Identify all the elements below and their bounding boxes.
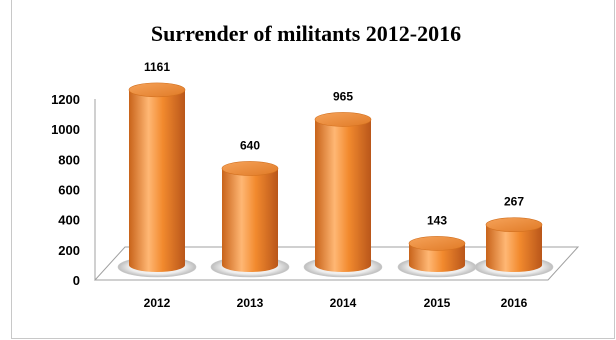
y-tick-label: 200 <box>58 243 80 258</box>
x-tick-label: 2016 <box>501 296 528 310</box>
data-label: 267 <box>504 195 524 209</box>
y-tick-label: 600 <box>58 183 80 198</box>
bar-body <box>222 168 278 272</box>
chart-title: Surrender of militants 2012-2016 <box>151 21 461 46</box>
bar-cap <box>128 82 186 98</box>
bar-cap <box>221 161 279 176</box>
bar-2013 <box>210 161 290 278</box>
bar-body <box>486 224 542 272</box>
x-axis: 2012 2013 2014 2015 2016 <box>144 296 528 310</box>
x-tick-label: 2013 <box>237 296 264 310</box>
y-tick-label: 1000 <box>51 122 80 137</box>
y-tick-label: 1200 <box>51 92 80 107</box>
y-tick-label: 0 <box>73 273 80 288</box>
bar-2015 <box>397 236 477 278</box>
data-label: 965 <box>333 89 353 103</box>
bar-2012 <box>117 82 197 278</box>
bars: 1161 640 965 143 267 <box>117 60 554 278</box>
bar-body <box>409 243 465 272</box>
bar-cap <box>314 112 372 127</box>
bar-2016 <box>474 217 554 278</box>
data-label: 143 <box>427 213 447 227</box>
x-tick-label: 2015 <box>424 296 451 310</box>
x-tick-label: 2014 <box>330 296 357 310</box>
chart-frame <box>11 0 615 339</box>
chart-floor <box>93 246 580 281</box>
floor-plane <box>93 246 580 281</box>
y-tick-label: 400 <box>58 213 80 228</box>
bar-cap <box>485 217 543 233</box>
y-axis: 0 200 400 600 800 1000 1200 <box>51 92 96 288</box>
data-label: 1161 <box>144 60 170 74</box>
bar-body <box>129 89 185 272</box>
y-tick-label: 800 <box>58 152 80 167</box>
bar-body <box>315 119 371 272</box>
bar-2014 <box>303 112 383 278</box>
data-label: 640 <box>240 138 260 152</box>
x-tick-label: 2012 <box>144 296 171 310</box>
bar-cap <box>408 236 466 251</box>
